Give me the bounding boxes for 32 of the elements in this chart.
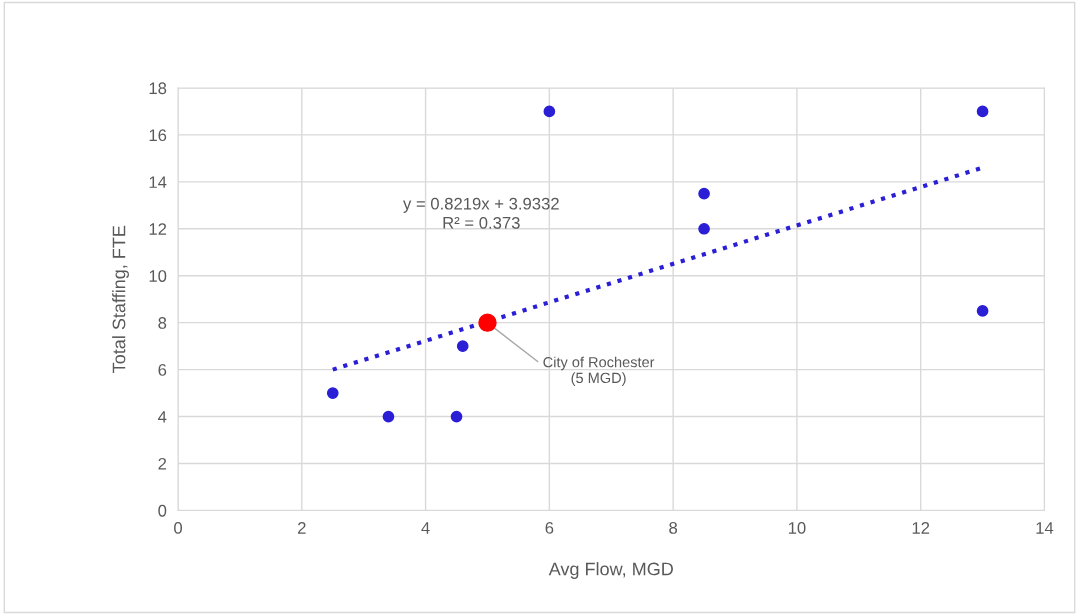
point [382,410,395,423]
annotation: y = 0.8219x + 3.9332 R² = 0.373 [403,197,559,229]
y-tick-label: 2 [158,457,167,470]
point [698,222,710,235]
x-tick-label: 12 [912,522,930,534]
y-tick-label: 0 [158,504,167,517]
y-tick-label: 10 [149,270,167,282]
point [976,305,989,317]
x-tick-label: 0 [174,522,183,534]
point [698,187,710,200]
x-tick-label: 2 [298,522,306,534]
point [456,340,469,352]
point [326,387,339,399]
annotation: City of Rochester (5 MGD) [543,356,655,386]
point [450,410,463,423]
x-tick-label: 4 [421,522,430,534]
x-tick-label: 10 [788,522,806,534]
x-tick-label: 8 [669,522,678,534]
point [543,105,556,118]
x-tick-label: 14 [1036,522,1054,534]
x-axis-title: Avg Flow, MGD [548,562,673,579]
x-tick-label: 6 [545,522,554,534]
point [478,313,497,332]
y-tick-label: 16 [149,129,167,142]
y-tick-label: 8 [158,317,167,329]
y-axis-title: Total Staffing, FTE [112,225,129,373]
y-tick-label: 18 [149,82,167,95]
y-tick-label: 6 [158,364,167,376]
y-tick-label: 12 [149,223,167,235]
y-tick-label: 4 [158,411,167,423]
y-tick-label: 14 [149,176,167,188]
point [976,105,989,118]
